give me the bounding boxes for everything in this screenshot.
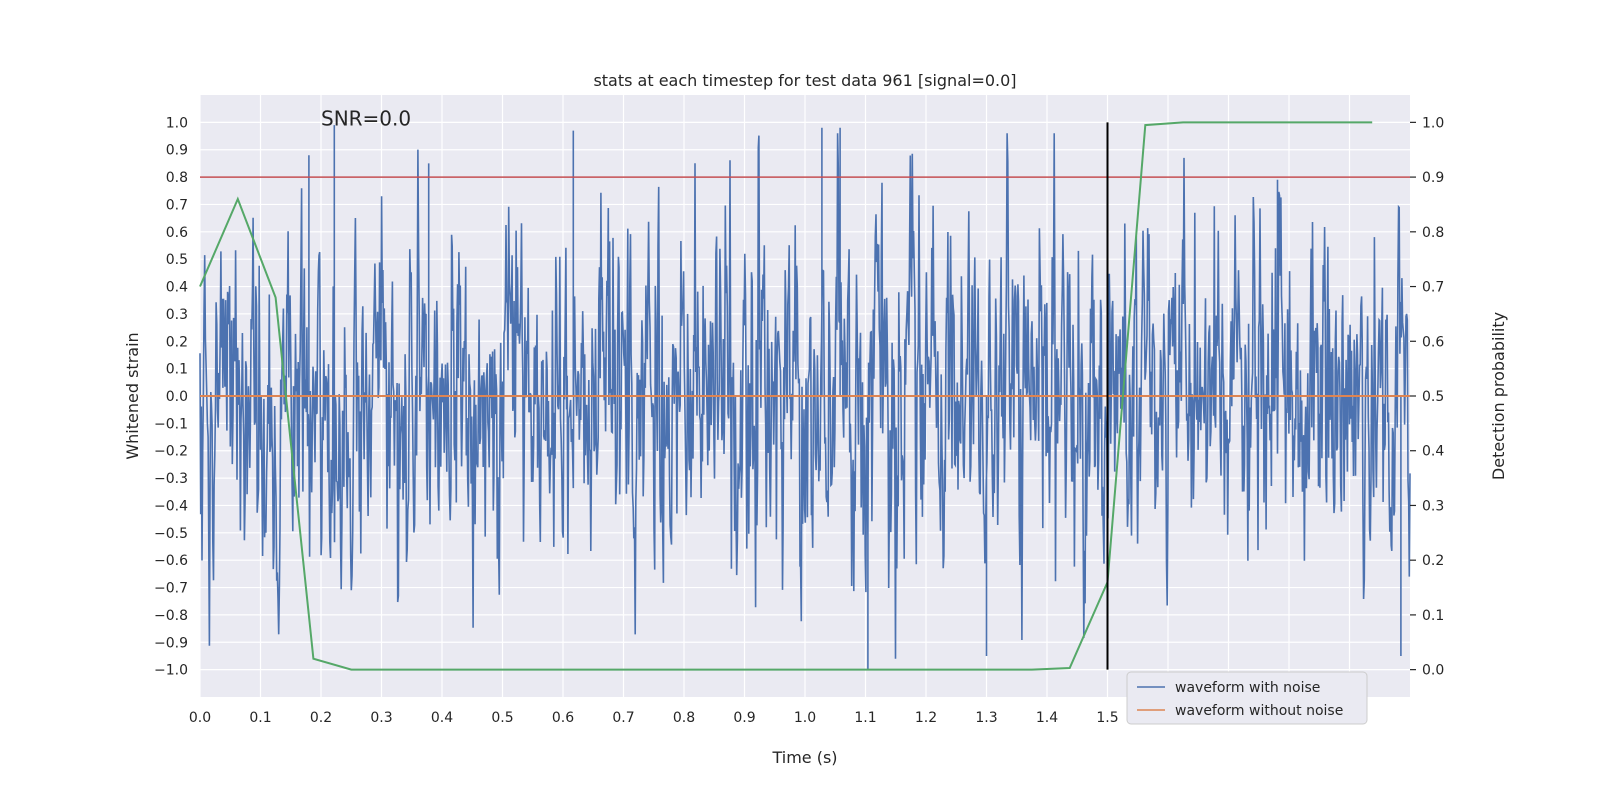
y-tick-label: −0.4 <box>154 498 188 514</box>
y-tick-label: −0.8 <box>154 608 188 624</box>
y2-tick-label: 0.4 <box>1422 444 1444 460</box>
y-tick-label: 1.0 <box>166 115 188 131</box>
x-tick-label: 0.5 <box>491 710 513 726</box>
y2-tick-label: 0.8 <box>1422 225 1444 241</box>
snr-annotation: SNR=0.0 <box>321 106 411 130</box>
x-tick-label: 0.2 <box>310 710 332 726</box>
y-tick-label: −0.7 <box>154 581 188 597</box>
y-tick-label: 0.5 <box>166 252 188 268</box>
x-tick-label: 0.4 <box>431 710 453 726</box>
y2-tick-label: 0.0 <box>1422 663 1444 679</box>
y-tick-label: 0.3 <box>166 307 188 323</box>
x-tick-label: 1.0 <box>794 710 816 726</box>
x-tick-label: 0.1 <box>249 710 271 726</box>
x-tick-label: 0.9 <box>733 710 755 726</box>
y-tick-label: −0.5 <box>154 526 188 542</box>
legend-label-noise: waveform with noise <box>1175 680 1320 696</box>
legend-label-clean: waveform without noise <box>1175 703 1343 719</box>
y-tick-label: 0.2 <box>166 334 188 350</box>
y-tick-label: 0.4 <box>166 280 188 296</box>
y-tick-label: −1.0 <box>154 663 188 679</box>
x-tick-label: 1.5 <box>1096 710 1118 726</box>
y-axis-label: Whitened strain <box>123 332 142 459</box>
y-tick-label: 0.8 <box>166 170 188 186</box>
x-tick-label: 1.2 <box>915 710 937 726</box>
series-waveform-with-noise <box>199 125 1411 670</box>
y2-tick-label: 0.1 <box>1422 608 1444 624</box>
legend-box <box>1126 671 1368 725</box>
y-tick-label: −0.3 <box>154 471 188 487</box>
y2-tick-label: 0.3 <box>1422 498 1444 514</box>
y2-axis-ticks: 1.0 0.9 0.8 0.7 0.6 0.5 0.4 0.3 0.2 0.1 0.0 <box>1410 115 1444 679</box>
y2-tick-label: 0.7 <box>1422 280 1444 296</box>
x-tick-label: 0.6 <box>552 710 574 726</box>
y-tick-label: 0.9 <box>166 143 188 159</box>
y-tick-label: 0.1 <box>166 362 188 378</box>
y-tick-label: 0.6 <box>166 225 188 241</box>
y2-tick-label: 0.9 <box>1422 170 1444 186</box>
x-tick-label: 1.3 <box>975 710 997 726</box>
y2-axis-label: Detection probability <box>1489 312 1508 480</box>
y2-tick-label: 1.0 <box>1422 115 1444 131</box>
y2-tick-label: 0.2 <box>1422 553 1444 569</box>
y2-tick-label: 0.5 <box>1422 389 1444 405</box>
y-tick-label: −0.1 <box>154 416 188 432</box>
chart-title: stats at each timestep for test data 961… <box>593 71 1016 90</box>
x-tick-label: 1.4 <box>1036 710 1058 726</box>
y-axis-ticks: 1.0 0.9 0.8 0.7 0.6 0.5 0.4 0.3 0.2 0.1 0.0 −0.1 −0.… <box>154 115 188 678</box>
x-tick-label: 0.0 <box>189 710 211 726</box>
plot-series <box>199 121 1411 671</box>
x-tick-label: 1.1 <box>854 710 876 726</box>
y-tick-label: −0.9 <box>154 635 188 651</box>
x-tick-label: 0.8 <box>673 710 695 726</box>
x-tick-label: 0.7 <box>612 710 634 726</box>
y2-tick-label: 0.6 <box>1422 334 1444 350</box>
y-tick-label: −0.6 <box>154 553 188 569</box>
x-tick-label: 0.3 <box>370 710 392 726</box>
x-axis-label: Time (s) <box>771 748 837 767</box>
legend: waveform with noise waveform without noi… <box>1126 671 1368 725</box>
y-tick-label: 0.0 <box>166 389 188 405</box>
series-detection-probability <box>199 121 1373 671</box>
y-tick-label: −0.2 <box>154 444 188 460</box>
y-tick-label: 0.7 <box>166 197 188 213</box>
